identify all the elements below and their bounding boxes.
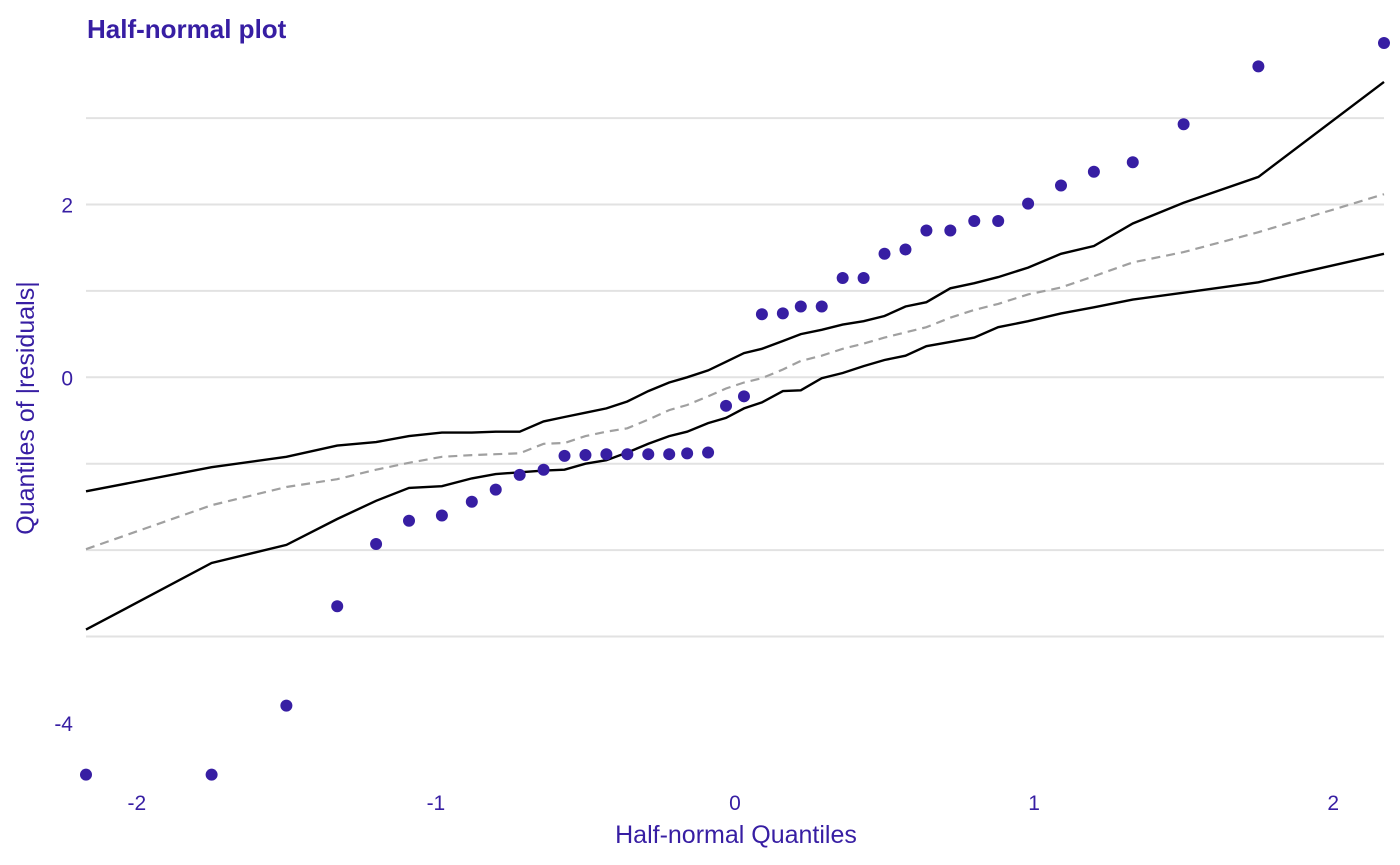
data-point	[878, 247, 891, 260]
x-tick-label: -2	[127, 792, 146, 815]
chart-title: Half-normal plot	[87, 14, 287, 44]
grid-lines	[86, 117, 1384, 638]
data-point	[920, 224, 933, 237]
y-tick-label: -4	[54, 713, 73, 736]
data-point	[968, 214, 981, 227]
x-axis-title: Half-normal Quantiles	[615, 821, 857, 849]
data-point	[513, 468, 526, 481]
data-point	[1177, 118, 1190, 131]
data-point	[720, 399, 733, 412]
x-axis-ticks: -2 -1 0 1 2	[127, 792, 1339, 815]
data-point	[857, 271, 870, 284]
residual-points	[80, 37, 1390, 781]
x-tick-label: -1	[427, 792, 446, 815]
envelope-lower-line	[85, 252, 1385, 631]
y-tick-label: 2	[61, 195, 73, 218]
x-tick-label: 1	[1028, 792, 1040, 815]
data-point	[776, 307, 789, 320]
data-point	[280, 699, 293, 712]
data-point	[205, 768, 218, 781]
data-point	[681, 447, 694, 460]
data-point	[737, 390, 750, 403]
data-point	[579, 449, 592, 462]
y-axis-title: Quantiles of |residuals|	[12, 281, 40, 534]
x-tick-label: 0	[729, 792, 741, 815]
envelope-lines	[85, 80, 1385, 631]
data-point	[1252, 60, 1265, 73]
y-tick-label: 0	[61, 367, 73, 390]
data-point	[702, 446, 715, 459]
data-point	[600, 448, 613, 461]
data-point	[465, 495, 478, 508]
data-point	[836, 271, 849, 284]
data-point	[815, 300, 828, 313]
data-point	[755, 308, 768, 321]
data-point	[1054, 179, 1067, 192]
data-point	[331, 600, 344, 613]
y-axis-ticks: -4 0 2	[54, 195, 73, 736]
data-point	[537, 463, 550, 476]
data-point	[489, 483, 502, 496]
data-point	[1087, 165, 1100, 178]
data-point	[663, 448, 676, 461]
data-point	[1378, 37, 1390, 49]
data-point	[403, 514, 416, 527]
data-point	[642, 448, 655, 461]
data-point	[370, 538, 383, 551]
data-point	[80, 768, 92, 781]
x-tick-label: 2	[1327, 792, 1339, 815]
data-point	[794, 300, 807, 313]
median-line	[85, 193, 1385, 551]
data-point	[558, 449, 571, 462]
data-point	[992, 214, 1005, 227]
envelope-upper-line	[85, 80, 1385, 493]
data-point	[1126, 156, 1139, 169]
data-point	[1022, 197, 1035, 210]
data-point	[621, 448, 634, 461]
data-point	[944, 224, 957, 237]
data-point	[435, 509, 448, 522]
data-point	[899, 243, 912, 256]
